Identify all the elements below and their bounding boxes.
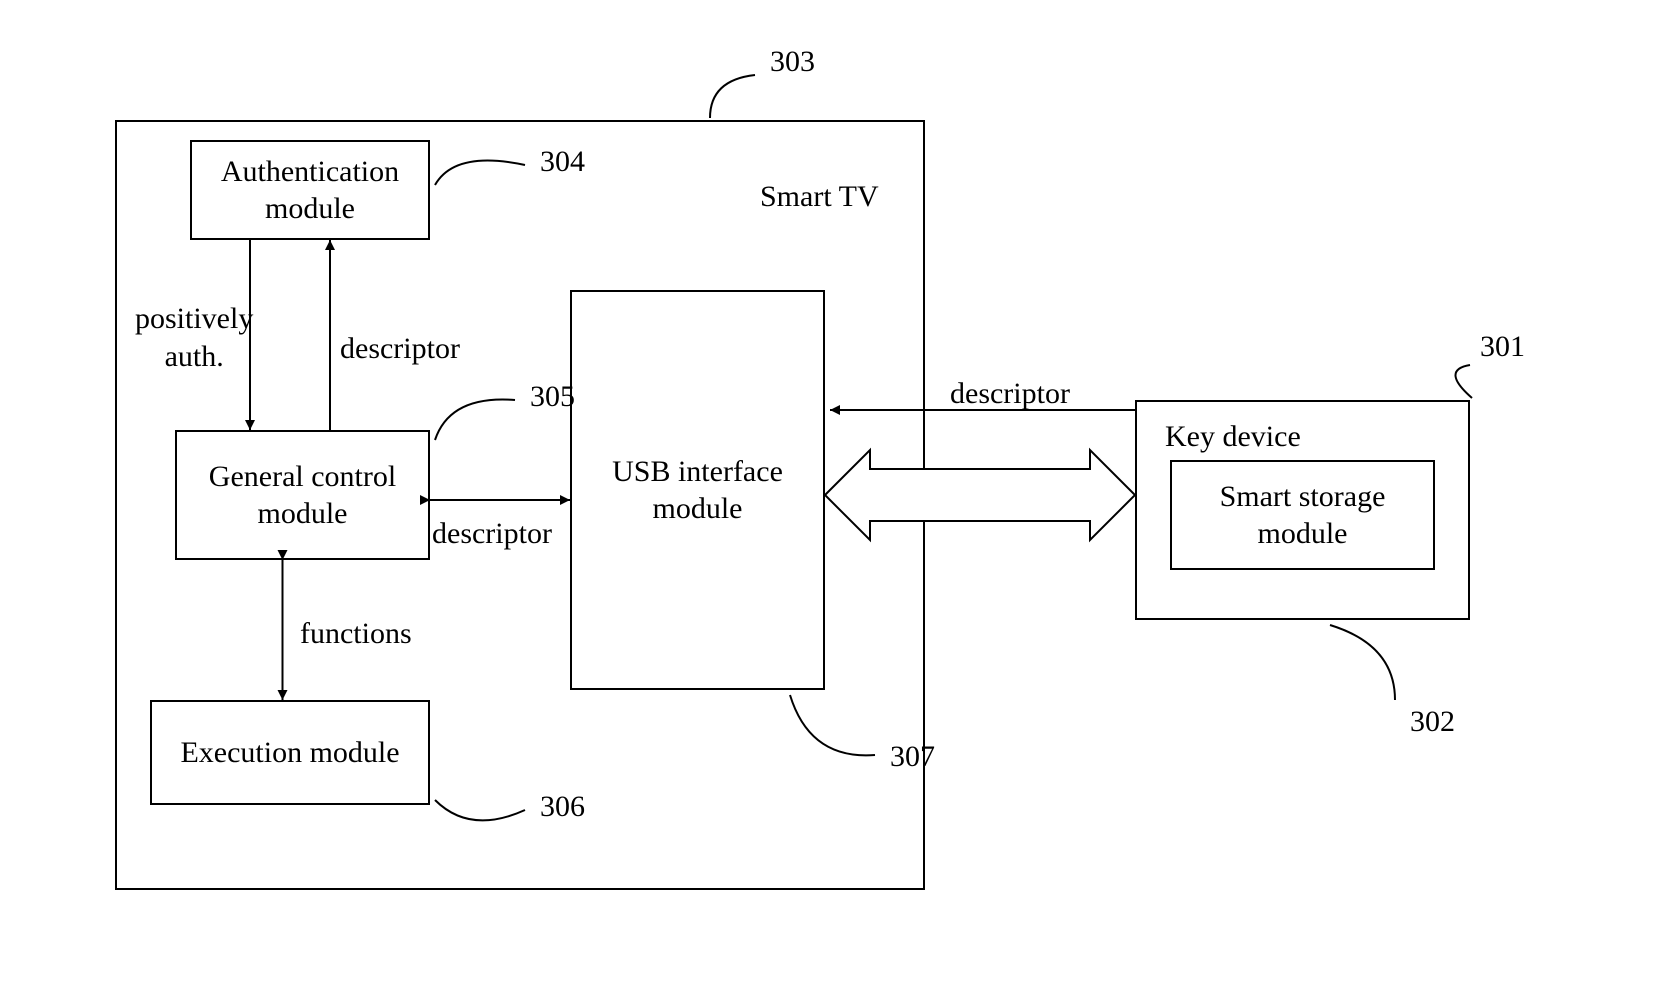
diagram-canvas: Smart TV Key device Authentication modul… [0, 0, 1665, 1000]
arrows-svg [0, 0, 1665, 1000]
